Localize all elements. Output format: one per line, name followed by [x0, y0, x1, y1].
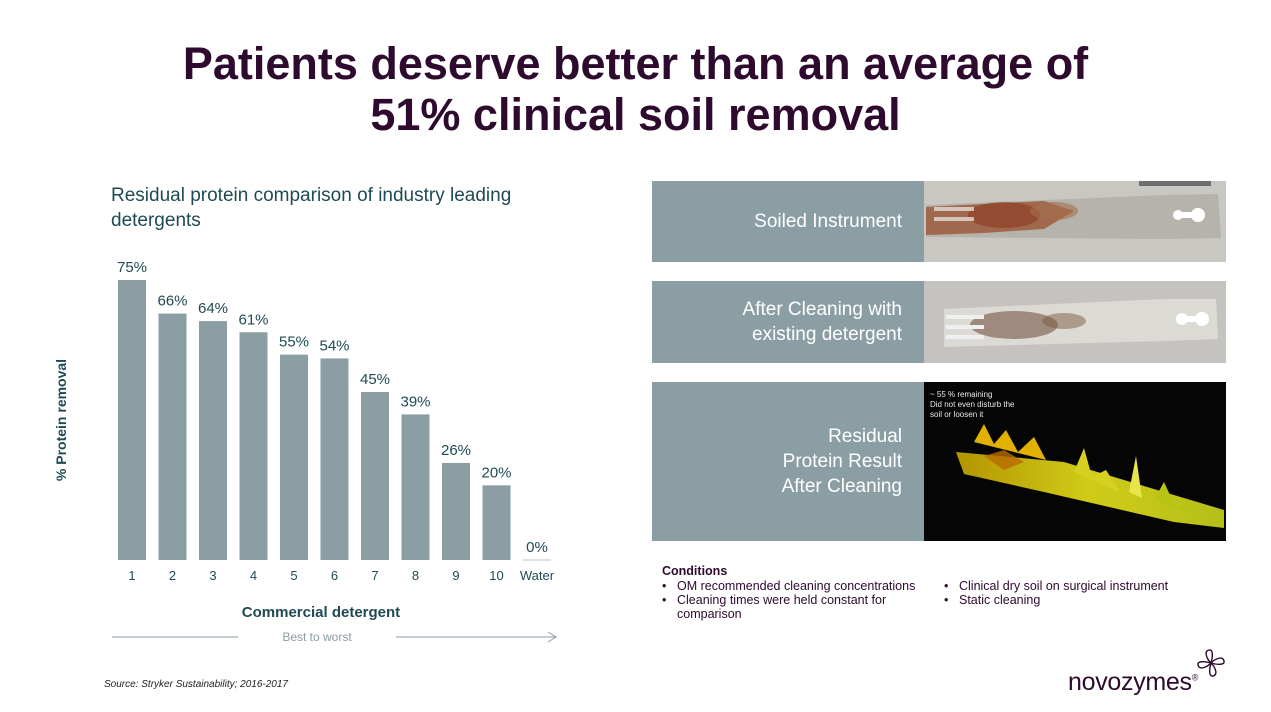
logo-registered-mark: ® — [1191, 672, 1199, 683]
x-tick-label: 9 — [452, 568, 459, 583]
residual-protein-heatmap: ~ 55 % remaining Did not even disturb th… — [924, 382, 1226, 541]
data-label: 66% — [157, 293, 187, 310]
x-tick-label: 6 — [331, 568, 338, 583]
x-tick-label: 1 — [128, 568, 135, 583]
x-tick-label: Water — [520, 568, 555, 583]
clover-logo-icon — [1197, 649, 1225, 677]
bar — [401, 414, 430, 560]
data-label: 64% — [198, 300, 228, 317]
panel-after-cleaning: After Cleaning with existing detergent — [652, 281, 1226, 363]
panel-label-box: Soiled Instrument — [652, 181, 924, 262]
x-tick-label: 10 — [489, 568, 503, 583]
condition-item: Static cleaning — [944, 593, 1234, 607]
x-tick-label: 5 — [290, 568, 297, 583]
bar — [158, 313, 187, 560]
heatmap-caption-line: ~ 55 % remaining — [930, 390, 993, 399]
title-line-1: Patients deserve better than an average … — [182, 38, 1089, 89]
bar — [118, 280, 146, 560]
panel-label-line: existing detergent — [752, 324, 902, 345]
bar — [199, 321, 227, 560]
page-title: Patients deserve better than an average … — [60, 38, 1211, 140]
bar-chart: 75% 1 66% 2 64% 3 61% 4 55% 5 54% 6 45% 7 39% 8 26% 9 20% 1… — [53, 259, 557, 644]
conditions-right: Clinical dry soil on surgical instrument… — [944, 579, 1234, 607]
source-note: Source: Stryker Sustainability; 2016-201… — [104, 679, 288, 690]
chart-title: Residual protein comparison of industry … — [111, 185, 512, 231]
bar — [361, 392, 389, 560]
logo-wordmark: novozymes — [1068, 668, 1192, 696]
title-line-2: 51% clinical soil removal — [370, 89, 901, 140]
panel-label-line: Soiled Instrument — [754, 211, 902, 232]
soiled-instrument-photo — [924, 181, 1226, 262]
x-tick-label: 3 — [209, 568, 216, 583]
panel-label-box: After Cleaning with existing detergent — [652, 281, 924, 363]
data-label: 20% — [481, 464, 511, 481]
condition-item: Cleaning times were held constant for co… — [662, 593, 922, 621]
data-label: 45% — [360, 371, 390, 388]
after-cleaning-photo — [924, 281, 1226, 363]
conditions-left: OM recommended cleaning concentrations C… — [662, 579, 952, 621]
data-label: 0% — [526, 539, 548, 556]
data-label: 39% — [400, 393, 430, 410]
x-tick-label: 2 — [169, 568, 176, 583]
data-label: 61% — [238, 311, 268, 328]
bar — [239, 332, 268, 560]
panel-label-line: After Cleaning — [781, 476, 902, 497]
x-axis-label: Commercial detergent — [242, 604, 400, 621]
bar — [320, 358, 349, 560]
heatmap-caption-line: Did not even disturb the — [930, 400, 1015, 409]
data-label: 75% — [117, 259, 147, 276]
panel-soiled-instrument: Soiled Instrument — [652, 181, 1226, 262]
panel-label-line: Residual — [828, 426, 902, 447]
panel-label-line: After Cleaning with — [742, 299, 902, 320]
condition-item: Clinical dry soil on surgical instrument — [944, 579, 1234, 593]
data-label: 26% — [441, 442, 471, 459]
bar — [280, 354, 308, 560]
condition-item: OM recommended cleaning concentrations — [662, 579, 952, 593]
arrow-head-icon — [547, 631, 557, 643]
panel-residual-protein: Residual Protein Result After Cleaning ~… — [652, 382, 1226, 541]
x-tick-label: 4 — [250, 568, 257, 583]
conditions-heading: Conditions — [662, 564, 728, 578]
panel-label-line: Protein Result — [782, 451, 902, 472]
data-label: 55% — [279, 334, 309, 351]
arrow-label: Best to worst — [282, 630, 352, 644]
panel-label-box: Residual Protein Result After Cleaning — [652, 382, 924, 541]
bar — [482, 485, 511, 560]
bar — [442, 462, 470, 560]
heatmap-caption: ~ 55 % remaining Did not even disturb th… — [930, 390, 1015, 420]
heatmap-caption-line: soil or loosen it — [930, 410, 984, 419]
x-tick-label: 7 — [371, 568, 378, 583]
y-axis-label: % Protein removal — [53, 359, 69, 481]
x-tick-label: 8 — [412, 568, 419, 583]
conditions-section: Conditions OM recommended cleaning conce… — [662, 564, 1168, 621]
data-label: 54% — [319, 337, 349, 354]
